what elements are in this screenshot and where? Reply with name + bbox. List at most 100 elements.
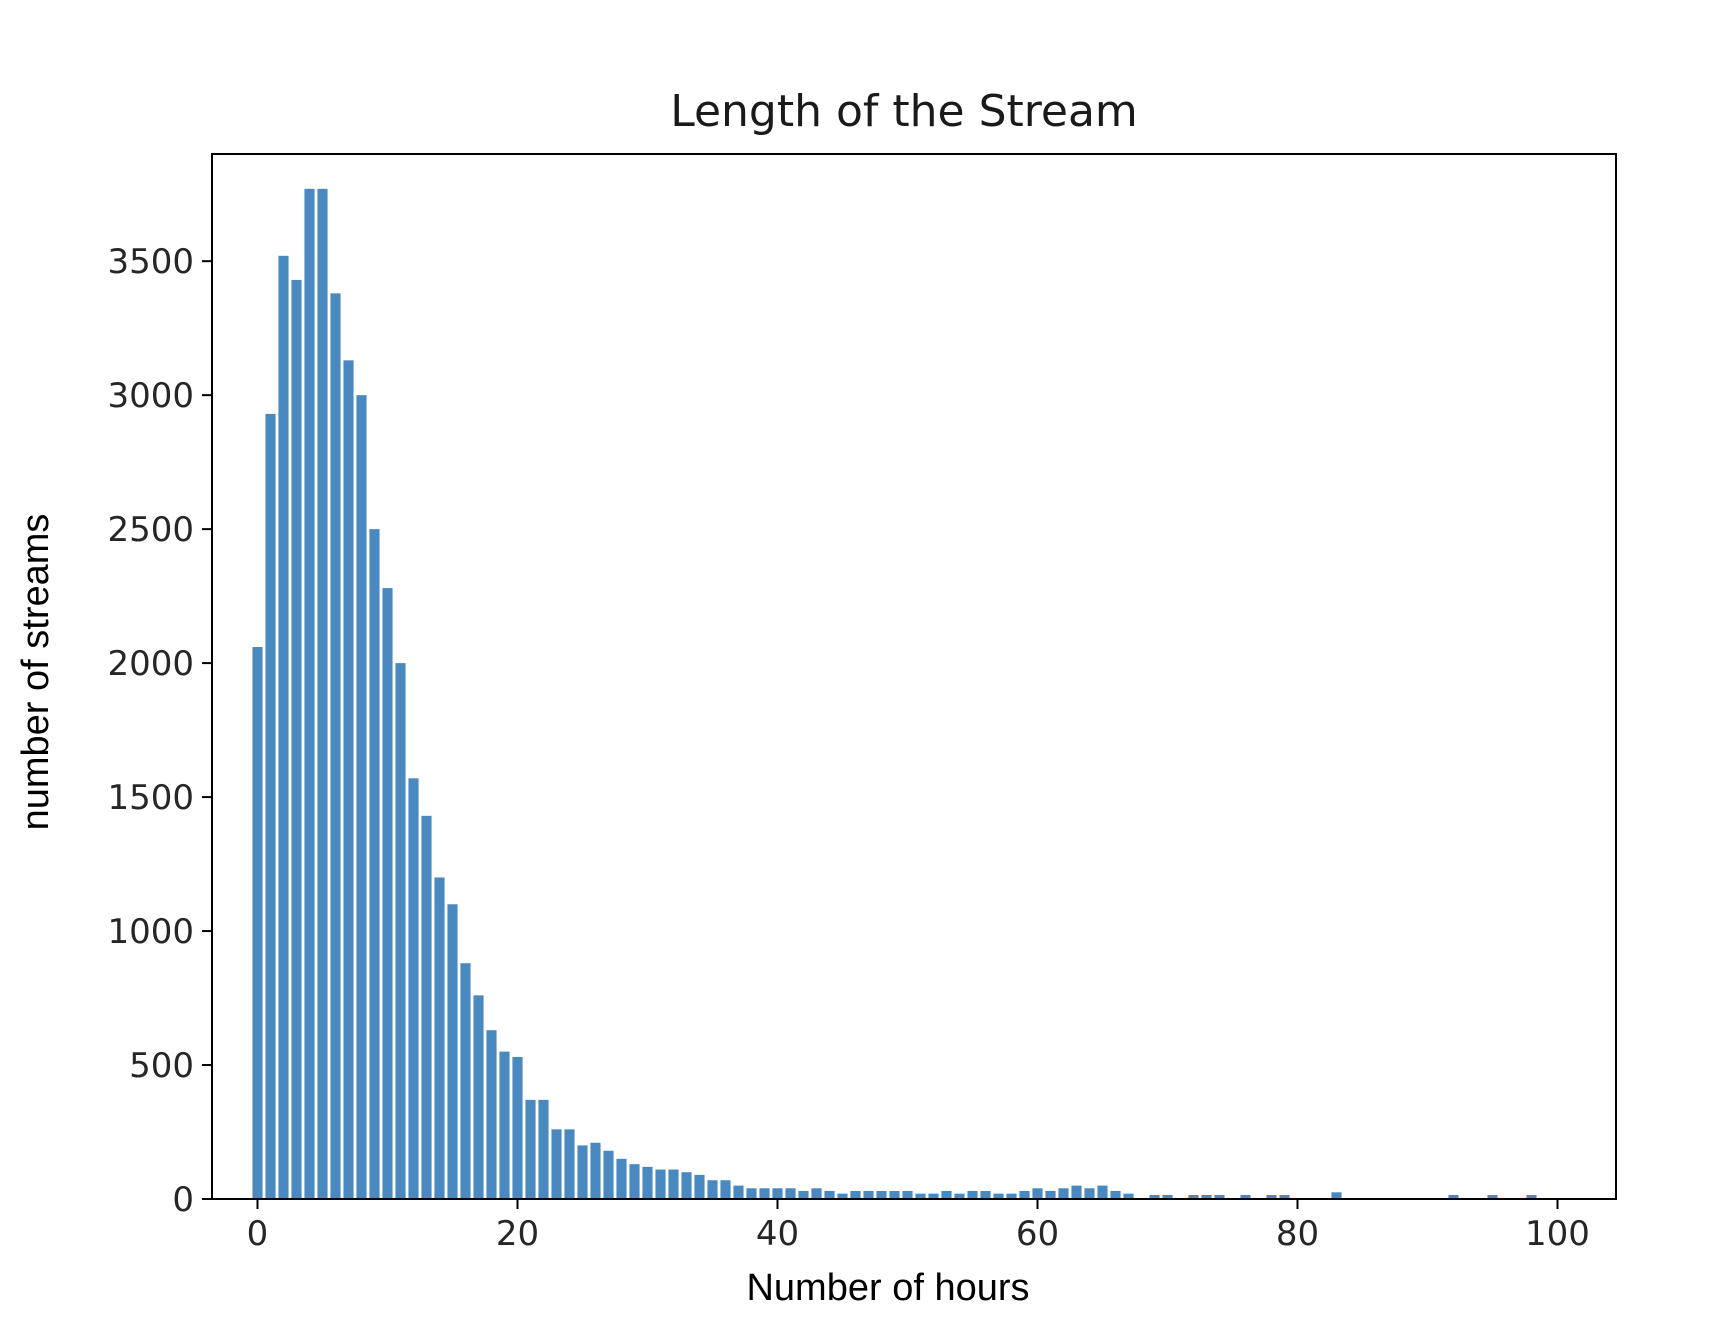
histogram-bar — [343, 360, 354, 1199]
y-tick-label: 2500 — [107, 510, 194, 550]
y-axis-title: number of streams — [15, 514, 57, 831]
histogram-bar — [421, 815, 432, 1199]
histogram-bar — [902, 1190, 913, 1199]
histogram-bar — [629, 1164, 640, 1199]
histogram-bar — [382, 588, 393, 1199]
y-tick-label: 3500 — [107, 242, 194, 282]
histogram-bar — [252, 647, 263, 1199]
histogram-bar — [1084, 1188, 1095, 1199]
x-tick-label: 0 — [247, 1214, 269, 1254]
histogram-bar — [915, 1193, 926, 1199]
histogram-bar — [486, 1030, 497, 1199]
histogram-bar — [369, 529, 380, 1199]
histogram-bar — [928, 1193, 939, 1199]
chart-title: Length of the Stream — [670, 86, 1138, 137]
histogram-bar — [538, 1099, 549, 1199]
histogram-bar — [889, 1190, 900, 1199]
histogram-bar — [1097, 1185, 1108, 1199]
x-tick-label: 60 — [1016, 1214, 1059, 1254]
histogram-bar — [356, 395, 367, 1199]
histogram-bar — [603, 1150, 614, 1199]
histogram-bar — [1279, 1194, 1290, 1199]
histogram-bar — [850, 1190, 861, 1199]
histogram-bar — [551, 1129, 562, 1199]
histogram-bar — [1123, 1193, 1134, 1199]
histogram-bar — [590, 1142, 601, 1199]
y-tick-label: 2000 — [107, 644, 194, 684]
histogram-bar — [798, 1190, 809, 1199]
x-axis-title: Number of hours — [746, 1267, 1029, 1309]
histogram-bar — [291, 279, 302, 1199]
histogram-bar — [564, 1129, 575, 1199]
histogram-bar — [1045, 1190, 1056, 1199]
histogram-bar — [1149, 1194, 1160, 1199]
y-tick-label: 1500 — [107, 778, 194, 818]
histogram-bar — [1032, 1188, 1043, 1199]
histogram-bar — [668, 1169, 679, 1199]
histogram-bar — [772, 1188, 783, 1199]
histogram-bar — [395, 663, 406, 1199]
y-tick-label: 3000 — [107, 376, 194, 416]
histogram-bar — [824, 1190, 835, 1199]
y-axis-ticks: 0 500 1000 1500 2000 2500 3000 3500 — [107, 242, 212, 1220]
histogram-bar — [642, 1166, 653, 1199]
x-tick-label: 80 — [1276, 1214, 1319, 1254]
histogram-bar — [278, 255, 289, 1199]
x-tick-label: 100 — [1525, 1214, 1590, 1254]
histogram-bar — [317, 188, 328, 1199]
histogram-bar — [811, 1188, 822, 1199]
histogram-bar — [655, 1169, 666, 1199]
histogram-bar — [1006, 1193, 1017, 1199]
histogram-bar — [694, 1174, 705, 1199]
x-tick-label: 40 — [756, 1214, 799, 1254]
histogram-bar — [746, 1188, 757, 1199]
histogram-bar — [1214, 1194, 1225, 1199]
histogram-bar — [759, 1188, 770, 1199]
histogram-bar — [577, 1145, 588, 1199]
histogram-bar — [1162, 1194, 1173, 1199]
histogram-bar — [1331, 1192, 1342, 1199]
histogram-bar — [1526, 1194, 1537, 1199]
histogram-bar — [941, 1190, 952, 1199]
x-tick-label: 20 — [496, 1214, 539, 1254]
y-tick-label: 0 — [172, 1180, 194, 1220]
histogram-bar — [460, 963, 471, 1199]
histogram-bar — [1240, 1194, 1251, 1199]
y-tick-label: 1000 — [107, 912, 194, 952]
histogram-bar — [993, 1193, 1004, 1199]
histogram-bar — [434, 877, 445, 1199]
histogram-bar — [499, 1051, 510, 1199]
histogram-bar — [525, 1099, 536, 1199]
histogram-bar — [863, 1190, 874, 1199]
histogram-bar — [876, 1190, 887, 1199]
histogram-bar — [707, 1180, 718, 1199]
histogram-bar — [681, 1172, 692, 1199]
histogram-bar — [473, 995, 484, 1199]
histogram-bar — [837, 1193, 848, 1199]
histogram-bar — [1019, 1190, 1030, 1199]
y-tick-label: 500 — [129, 1046, 194, 1086]
histogram-bar — [330, 293, 341, 1200]
plot-frame — [211, 153, 1617, 1200]
histogram-bar — [265, 413, 276, 1199]
histogram-bar — [733, 1185, 744, 1199]
x-axis-ticks: 0 20 40 60 80 100 — [247, 1199, 1590, 1254]
histogram-bar — [408, 778, 419, 1199]
histogram-bar — [967, 1190, 978, 1199]
histogram-bar — [616, 1158, 627, 1199]
histogram-bar — [720, 1180, 731, 1199]
histogram-bar — [1058, 1188, 1069, 1199]
histogram-bar — [512, 1056, 523, 1199]
histogram-bar — [1266, 1194, 1277, 1199]
histogram-bar — [1201, 1194, 1212, 1199]
histogram-bar — [1188, 1194, 1199, 1199]
histogram-bar — [785, 1188, 796, 1199]
histogram-bar — [980, 1190, 991, 1199]
histogram-bar — [1071, 1185, 1082, 1199]
histogram-bar — [1110, 1190, 1121, 1199]
histogram-bar — [954, 1193, 965, 1199]
bars-group — [252, 188, 1537, 1200]
histogram-bar — [1487, 1194, 1498, 1199]
